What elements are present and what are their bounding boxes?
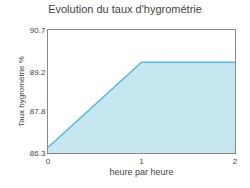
- svg-text:Taux hygrométrie %: Taux hygrométrie %: [17, 56, 26, 127]
- svg-text:0: 0: [46, 157, 51, 166]
- svg-text:2: 2: [233, 157, 238, 166]
- svg-text:heure par heure: heure par heure: [109, 167, 173, 177]
- svg-text:1: 1: [139, 157, 144, 166]
- svg-text:90.7: 90.7: [30, 26, 46, 35]
- svg-text:87.8: 87.8: [30, 107, 46, 116]
- svg-text:89.2: 89.2: [30, 68, 46, 77]
- svg-text:Evolution du taux d'hygrométri: Evolution du taux d'hygrométrie: [48, 3, 202, 15]
- svg-text:86.3: 86.3: [30, 149, 46, 158]
